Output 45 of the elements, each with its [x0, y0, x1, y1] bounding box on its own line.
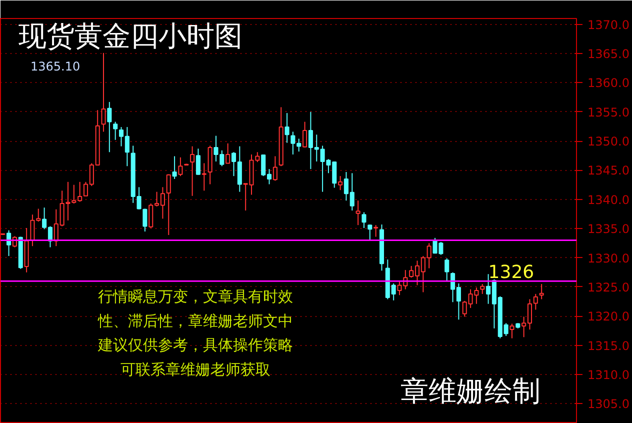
- candlestick: [284, 112, 290, 144]
- candlestick: [237, 146, 242, 192]
- ref-line-label: 1326: [488, 262, 534, 284]
- candlestick: [272, 156, 278, 182]
- annotation: 章维姗绘制: [400, 374, 540, 408]
- y-tick-label: 1315.0: [588, 338, 630, 353]
- candlestick: [226, 142, 230, 164]
- candlestick: [101, 52, 106, 132]
- candlestick: [533, 293, 538, 310]
- candlestick: [356, 200, 360, 226]
- candlestick: [338, 176, 343, 191]
- chart-title: 现货黄金四小时图: [18, 20, 242, 52]
- y-tick-label: 1340.0: [588, 192, 630, 207]
- candlestick: [142, 208, 148, 232]
- candlestick: [166, 174, 171, 236]
- y-tick-label: 1330.0: [588, 251, 630, 266]
- candlestick: [374, 224, 378, 238]
- candlestick: [107, 101, 112, 153]
- y-tick-label: 1345.0: [588, 164, 630, 178]
- candlestick: [362, 212, 366, 229]
- annotation: 1365.10: [30, 60, 80, 74]
- candlestick: [196, 148, 200, 176]
- y-tick-label: 1305.0: [588, 397, 630, 412]
- candlestick: [231, 152, 236, 177]
- candlestick: [480, 284, 485, 294]
- y-tick-label: 1325.0: [588, 280, 630, 294]
- y-tick-label: 1335.0: [588, 222, 630, 236]
- candlestick: [302, 121, 308, 148]
- candlestick: [172, 156, 177, 180]
- candlestick: [510, 323, 514, 339]
- y-tick-label: 1370.0: [588, 18, 630, 32]
- y-tick-label: 1310.0: [588, 368, 630, 382]
- candlestick: [190, 146, 195, 196]
- candlestick: [368, 224, 372, 242]
- y-tick-label: 1360.0: [588, 76, 630, 90]
- candlestick: [202, 162, 206, 192]
- candlestick: [444, 258, 450, 282]
- candlestick: [539, 284, 544, 300]
- annotation: 行情瞬息万变，文章具有时效性、滞后性，章维姗老师文中建议仅供参考，具体操作策略可联系章维姗老师获取: [97, 288, 293, 378]
- candlestick: [178, 156, 183, 177]
- y-tick-label: 1355.0: [588, 105, 630, 120]
- y-tick-label: 1365.0: [588, 47, 630, 62]
- candlestick: [113, 121, 118, 140]
- y-tick-label: 1350.0: [588, 134, 630, 149]
- y-tick-label: 1320.0: [588, 310, 630, 324]
